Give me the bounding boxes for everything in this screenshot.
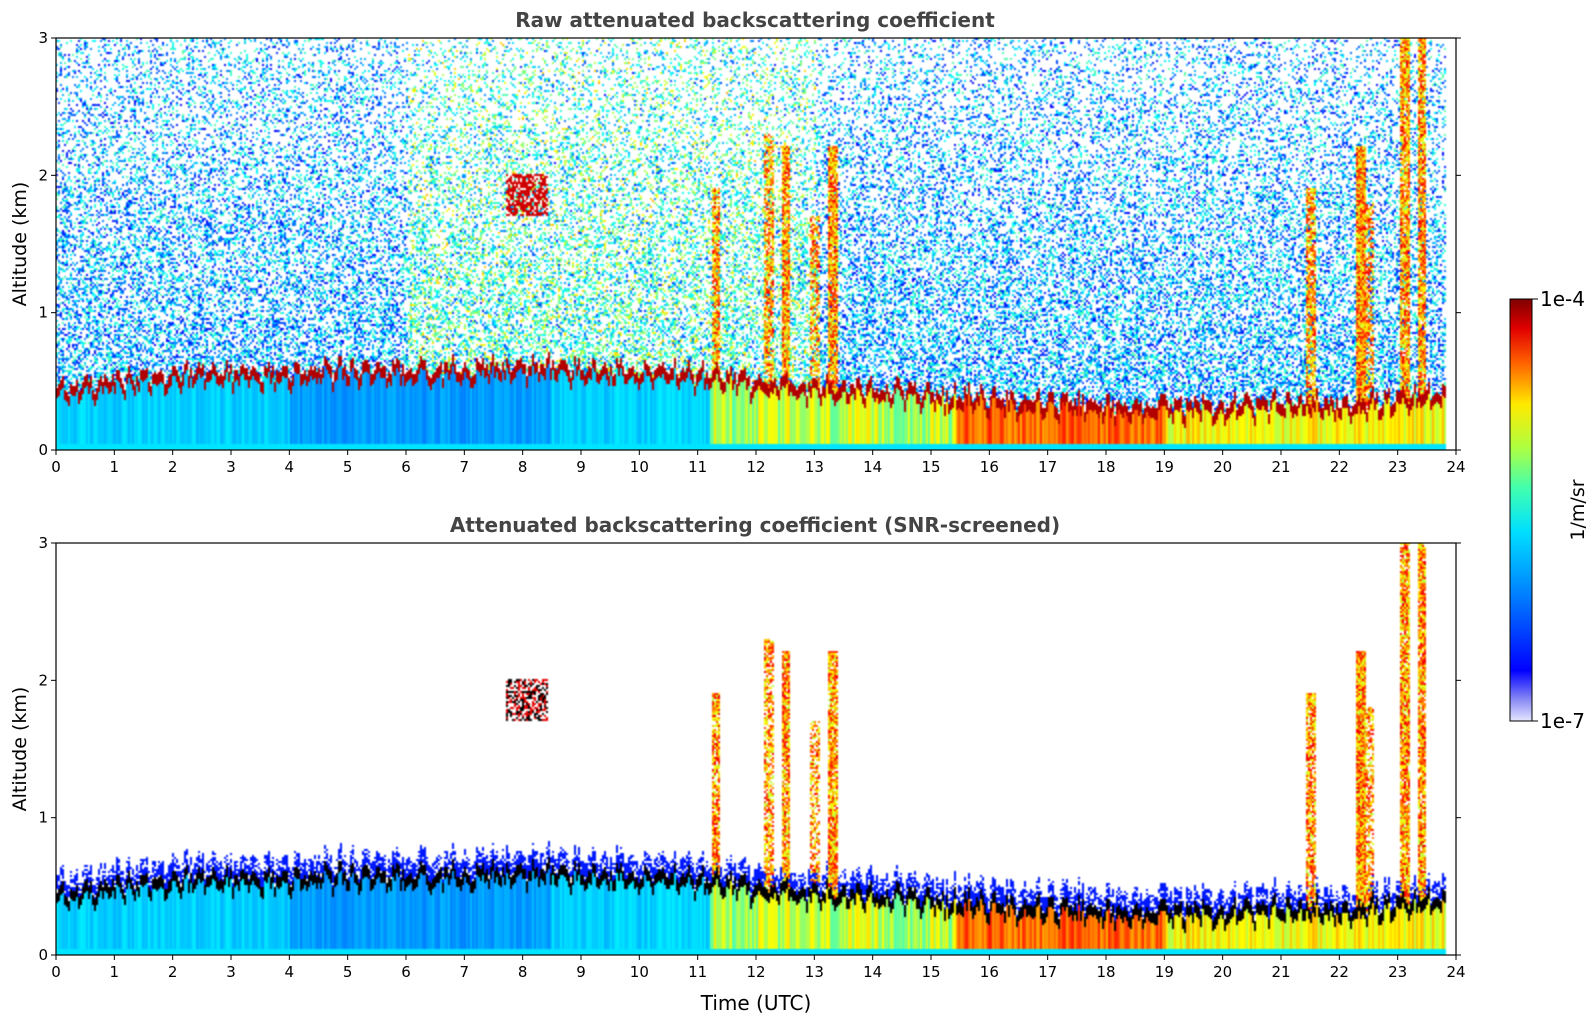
x-tick-label: 7 [460, 963, 470, 981]
x-tick-label: 16 [980, 458, 999, 476]
x-tick-label: 0 [51, 963, 61, 981]
x-tick-label: 3 [226, 458, 236, 476]
y-tick-label: 3 [38, 534, 48, 552]
x-tick-label: 19 [1155, 458, 1174, 476]
colorbar-max-label: 1e-4 [1540, 287, 1585, 311]
x-tick-label: 22 [1330, 458, 1349, 476]
colorbar-label: 1/m/sr [1567, 479, 1589, 540]
panel-screened-axes: 0 1 2 3 4 5 6 7 8 9 10 11 12 13 14 15 16 17 18 19 20 21 22 23 24… [38, 534, 1465, 981]
x-tick-label: 12 [746, 458, 765, 476]
x-tick-label: 17 [1038, 458, 1057, 476]
x-tick-label: 12 [746, 963, 765, 981]
x-tick-label: 18 [1096, 458, 1115, 476]
y-tick-label: 2 [38, 166, 48, 184]
x-tick-label: 17 [1038, 963, 1057, 981]
colorbar-min-label: 1e-7 [1540, 709, 1585, 733]
x-tick-label: 21 [1271, 458, 1290, 476]
x-tick-label: 20 [1213, 458, 1232, 476]
y-tick-label: 1 [38, 304, 48, 322]
x-tick-label: 24 [1446, 963, 1465, 981]
panel-raw-title: Raw attenuated backscattering coefficien… [515, 8, 995, 32]
x-tick-label: 6 [401, 963, 411, 981]
x-tick-label: 3 [226, 963, 236, 981]
panel-raw-axes: 0 1 2 3 4 5 6 7 8 9 10 11 12 13 14 15 16 17 18 19 20 21 22 23 24… [38, 29, 1465, 476]
x-tick-label: 15 [921, 963, 940, 981]
x-tick-label: 1 [110, 963, 120, 981]
x-tick-label: 6 [401, 458, 411, 476]
x-tick-label: 10 [630, 458, 649, 476]
x-tick-label: 9 [576, 963, 586, 981]
colorbar: 1e-4 1e-7 1/m/sr [1509, 287, 1589, 733]
y-tick-label: 2 [38, 671, 48, 689]
panel-screened-xlabel: Time (UTC) [700, 991, 812, 1015]
x-tick-label: 0 [51, 458, 61, 476]
x-tick-label: 9 [576, 458, 586, 476]
x-tick-label: 13 [805, 458, 824, 476]
x-tick-label: 8 [518, 458, 528, 476]
x-tick-label: 1 [110, 458, 120, 476]
x-tick-label: 23 [1388, 963, 1407, 981]
panel-screened-heatmap [56, 543, 1456, 955]
y-tick-label: 1 [38, 809, 48, 827]
x-tick-label: 23 [1388, 458, 1407, 476]
x-tick-label: 4 [285, 963, 295, 981]
x-tick-label: 14 [863, 963, 882, 981]
x-tick-label: 13 [805, 963, 824, 981]
y-tick-label: 3 [38, 29, 48, 47]
x-tick-label: 21 [1271, 963, 1290, 981]
y-tick-label: 0 [38, 441, 48, 459]
x-tick-label: 2 [168, 458, 178, 476]
x-tick-label: 4 [285, 458, 295, 476]
x-tick-label: 15 [921, 458, 940, 476]
panel-raw-ylabel: Altitude (km) [9, 182, 31, 307]
panel-raw: Raw attenuated backscattering coefficien… [9, 8, 1466, 476]
x-tick-label: 20 [1213, 963, 1232, 981]
x-tick-label: 14 [863, 458, 882, 476]
x-tick-label: 11 [688, 458, 707, 476]
x-tick-label: 11 [688, 963, 707, 981]
x-tick-label: 19 [1155, 963, 1174, 981]
y-tick-label: 0 [38, 946, 48, 964]
colorbar-gradient [1509, 298, 1533, 722]
panel-screened: Attenuated backscattering coefficient (S… [9, 513, 1466, 1015]
panel-screened-ylabel: Altitude (km) [9, 687, 31, 812]
panel-raw-heatmap [56, 38, 1456, 450]
x-tick-label: 5 [343, 458, 353, 476]
x-tick-label: 7 [460, 458, 470, 476]
x-tick-label: 5 [343, 963, 353, 981]
x-tick-label: 16 [980, 963, 999, 981]
x-tick-label: 8 [518, 963, 528, 981]
x-tick-label: 22 [1330, 963, 1349, 981]
x-tick-label: 10 [630, 963, 649, 981]
x-tick-label: 18 [1096, 963, 1115, 981]
panel-screened-title: Attenuated backscattering coefficient (S… [450, 513, 1060, 537]
x-tick-label: 2 [168, 963, 178, 981]
x-tick-label: 24 [1446, 458, 1465, 476]
